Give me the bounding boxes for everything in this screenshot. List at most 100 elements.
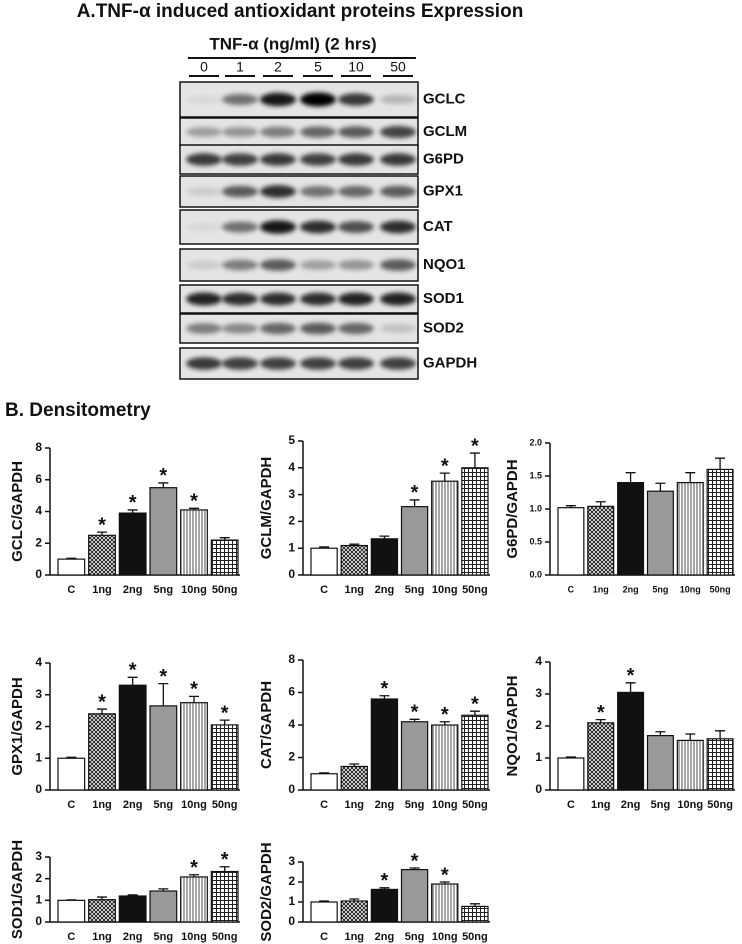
x-tick-label: 1ng xyxy=(92,584,112,596)
bar xyxy=(180,876,208,923)
error-bar xyxy=(66,756,77,759)
bar xyxy=(370,888,399,923)
y-tick-label: 3 xyxy=(35,849,42,863)
y-tick-label: 1 xyxy=(35,893,42,907)
x-tick-label: 10ng xyxy=(680,584,701,594)
x-tick-label: C xyxy=(568,584,575,594)
protein-label: G6PD xyxy=(423,150,464,167)
x-tick-label: 1ng xyxy=(92,799,112,811)
section-title: B. Densitometry xyxy=(5,400,151,421)
bar xyxy=(149,890,178,923)
bar xyxy=(676,482,704,576)
significance-star: * xyxy=(411,702,419,724)
blot-strip xyxy=(179,81,419,118)
error-bar xyxy=(595,501,606,507)
bar xyxy=(431,480,459,576)
error-bar xyxy=(66,557,77,560)
bar xyxy=(118,895,147,923)
error-bar xyxy=(379,695,390,699)
blot-band xyxy=(338,357,374,370)
error-bar xyxy=(158,482,169,488)
bar xyxy=(587,722,615,791)
error-bar xyxy=(189,874,199,877)
blot-band xyxy=(186,323,222,334)
error-bar xyxy=(655,482,666,492)
y-tick-label: 5 xyxy=(288,433,295,447)
blot-band xyxy=(300,92,336,107)
bar xyxy=(461,714,489,791)
x-tick-label: 5ng xyxy=(154,584,174,596)
blot-band xyxy=(260,126,296,138)
y-tick-label: 0 xyxy=(288,782,295,796)
blot-band xyxy=(222,153,258,166)
error-bar xyxy=(319,546,330,549)
protein-label: GAPDH xyxy=(423,354,477,371)
bar xyxy=(180,702,208,791)
bar xyxy=(118,684,147,791)
significance-star: * xyxy=(441,704,449,726)
y-tick-label: 2 xyxy=(288,874,295,888)
treatment-label: TNF-α (ng/ml) (2 hrs) xyxy=(209,34,376,53)
error-bar xyxy=(595,718,606,723)
x-tick-label: 2ng xyxy=(123,584,143,596)
bar xyxy=(340,765,368,791)
y-tick-label: 1 xyxy=(288,540,295,554)
bar xyxy=(57,899,86,923)
y-tick-label: 2 xyxy=(535,718,542,732)
y-tick-label: 4 xyxy=(35,655,42,669)
blot-band xyxy=(380,185,416,198)
error-bar xyxy=(409,867,420,870)
error-bar xyxy=(219,537,230,541)
x-tick-label: C xyxy=(320,799,328,811)
error-bar xyxy=(349,543,360,546)
dose-label: 0 xyxy=(200,59,208,75)
bar xyxy=(370,698,399,791)
error-bar xyxy=(715,457,726,470)
x-tick-label: C xyxy=(567,799,575,811)
y-tick-label: 8 xyxy=(35,440,42,454)
blot-band xyxy=(260,185,296,198)
blot-band xyxy=(338,322,374,335)
protein-label: GPX1 xyxy=(423,182,463,199)
x-tick-label: 50ng xyxy=(462,931,488,943)
y-tick-label: 2 xyxy=(35,719,42,733)
error-bar xyxy=(158,682,169,706)
blot-band xyxy=(222,292,258,306)
error-bar xyxy=(439,721,450,725)
bar xyxy=(646,490,674,576)
blot-band xyxy=(186,95,222,104)
significance-star: * xyxy=(441,864,449,886)
bar xyxy=(210,870,239,923)
significance-star: * xyxy=(471,435,479,457)
y-tick-label: 0 xyxy=(288,567,295,581)
blot-band xyxy=(380,220,416,234)
x-tick-label: 10ng xyxy=(677,799,703,811)
x-tick-label: 1ng xyxy=(344,931,364,943)
blot-band xyxy=(300,186,336,197)
x-tick-label: 1ng xyxy=(591,799,611,811)
y-tick-label: 2 xyxy=(288,514,295,528)
x-tick-label: 50ng xyxy=(707,799,733,811)
error-bar xyxy=(469,452,480,468)
bar xyxy=(88,899,116,923)
y-tick-label: 4 xyxy=(35,504,42,518)
protein-label: CAT xyxy=(423,218,453,235)
x-tick-label: 1ng xyxy=(344,584,364,596)
significance-star: * xyxy=(441,455,449,477)
significance-star: * xyxy=(159,666,167,688)
bar xyxy=(88,713,116,791)
protein-label: GCLM xyxy=(423,123,467,140)
significance-star: * xyxy=(597,702,605,724)
blot-band xyxy=(222,185,258,198)
blot-band xyxy=(338,292,374,306)
significance-star: * xyxy=(98,691,106,713)
blot-band xyxy=(260,92,296,107)
x-tick-label: 50ng xyxy=(462,799,488,811)
bar xyxy=(676,739,704,791)
error-bar xyxy=(158,888,169,892)
x-tick-label: 10ng xyxy=(181,584,207,596)
bar xyxy=(340,900,368,923)
bar xyxy=(557,757,585,791)
significance-star: * xyxy=(190,679,198,701)
bar xyxy=(180,509,208,576)
